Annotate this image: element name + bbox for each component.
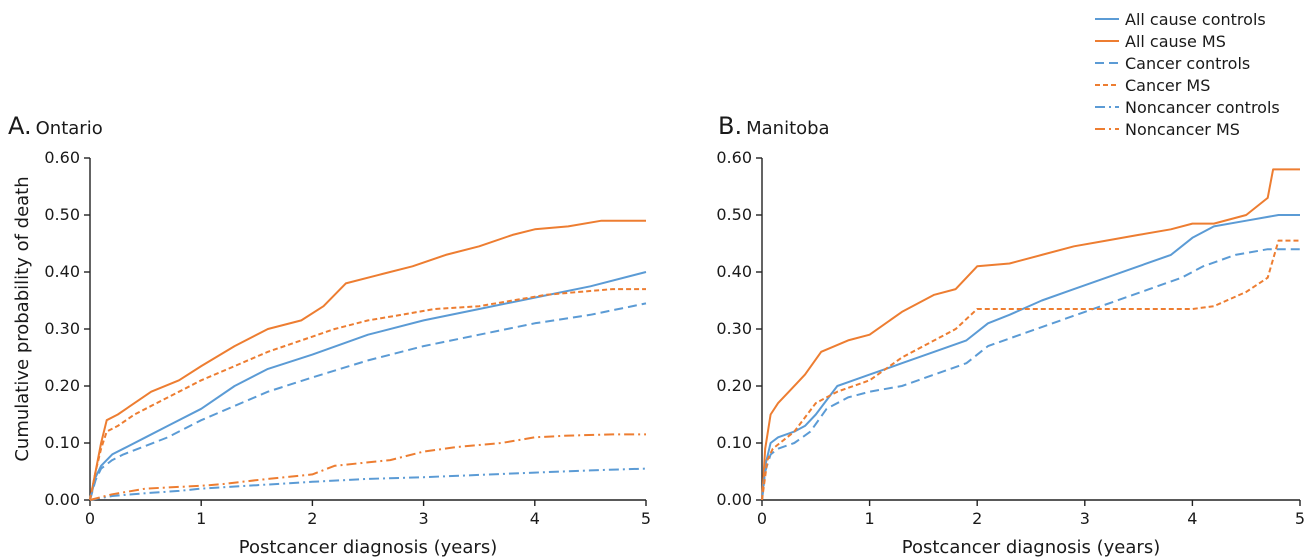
- x-tick-label-ontario: 1: [196, 509, 206, 528]
- x-axis-title-ontario: Postcancer diagnosis (years): [239, 537, 497, 557]
- series-line-cancer-ms-manitoba: [761, 239, 1300, 501]
- y-tick-label-manitoba: 0.20: [716, 376, 752, 395]
- x-tick-label-ontario: 5: [641, 509, 651, 528]
- panel-name-manitoba: Manitoba: [746, 118, 830, 139]
- legend-label-cancer-controls: Cancer controls: [1125, 54, 1250, 73]
- x-tick-label-manitoba: 4: [1187, 509, 1197, 528]
- x-tick-label-manitoba: 0: [757, 509, 767, 528]
- x-axis-title-manitoba: Postcancer diagnosis (years): [902, 537, 1160, 557]
- legend-label-cancer-ms: Cancer MS: [1125, 76, 1210, 95]
- series-line-all-cause-controls-manitoba: [761, 214, 1300, 501]
- y-tick-label-ontario: 0.40: [44, 262, 80, 281]
- panel-title-manitoba: B. Manitoba: [718, 112, 830, 140]
- legend-label-noncancer-ms: Noncancer MS: [1125, 120, 1240, 139]
- panel-letter-manitoba: B.: [718, 112, 742, 140]
- y-tick-label-manitoba: 0.30: [716, 319, 752, 338]
- panel-letter-ontario: A.: [8, 112, 32, 140]
- y-tick-label-manitoba: 0.60: [716, 148, 752, 167]
- panel-title-ontario: A. Ontario: [8, 112, 103, 140]
- y-tick-label-ontario: 0.30: [44, 319, 80, 338]
- legend-label-all-cause-controls: All cause controls: [1125, 10, 1266, 29]
- x-tick-label-ontario: 4: [530, 509, 540, 528]
- series-line-all-cause-controls-ontario: [89, 271, 647, 501]
- x-tick-label-ontario: 2: [307, 509, 317, 528]
- legend-label-all-cause-ms: All cause MS: [1125, 32, 1226, 51]
- y-axis-title-ontario: Cumulative probability of death: [12, 176, 33, 461]
- series-line-cancer-controls-manitoba: [761, 248, 1300, 501]
- y-tick-label-ontario: 0.50: [44, 205, 80, 224]
- x-tick-label-manitoba: 3: [1080, 509, 1090, 528]
- panel-name-ontario: Ontario: [36, 118, 103, 139]
- series-line-all-cause-ms-ontario: [89, 219, 646, 501]
- y-tick-label-ontario: 0.00: [44, 490, 80, 509]
- x-tick-label-ontario: 3: [419, 509, 429, 528]
- y-tick-label-manitoba: 0.50: [716, 205, 752, 224]
- series-line-cancer-controls-ontario: [89, 302, 647, 501]
- x-tick-label-manitoba: 5: [1295, 509, 1305, 528]
- y-tick-label-manitoba: 0.00: [716, 490, 752, 509]
- y-tick-label-manitoba: 0.40: [716, 262, 752, 281]
- x-tick-label-manitoba: 1: [865, 509, 875, 528]
- y-tick-label-ontario: 0.20: [44, 376, 80, 395]
- legend-label-noncancer-controls: Noncancer controls: [1125, 98, 1280, 117]
- y-tick-label-ontario: 0.60: [44, 148, 80, 167]
- series-line-cancer-ms-ontario: [89, 288, 646, 501]
- x-tick-label-ontario: 0: [85, 509, 95, 528]
- y-tick-label-ontario: 0.10: [44, 433, 80, 452]
- x-tick-label-manitoba: 2: [972, 509, 982, 528]
- series-line-all-cause-ms-manitoba: [761, 168, 1300, 501]
- series-line-noncancer-controls-ontario: [89, 467, 647, 501]
- y-tick-label-manitoba: 0.10: [716, 433, 752, 452]
- series-line-noncancer-ms-ontario: [89, 433, 646, 501]
